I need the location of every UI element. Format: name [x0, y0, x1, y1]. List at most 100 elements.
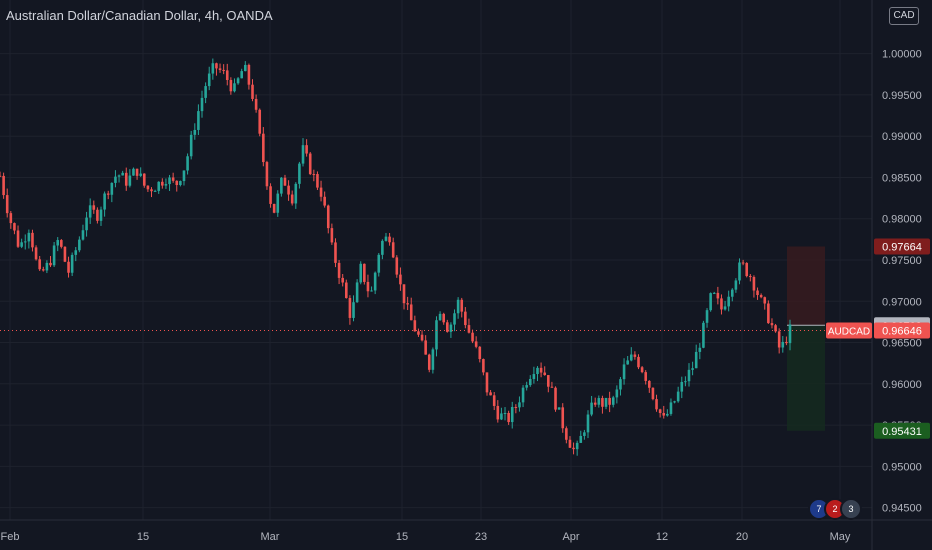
candle-body: [373, 272, 377, 291]
candle-body: [554, 387, 557, 410]
candle-body: [78, 239, 81, 251]
candle-body: [749, 276, 752, 278]
candle-body: [96, 209, 99, 221]
y-tick-label: 0.98000: [882, 214, 922, 226]
candle-body: [161, 181, 164, 186]
candle-body: [777, 331, 781, 348]
candle-body: [290, 194, 294, 204]
candle-body: [583, 432, 586, 436]
candle-body: [561, 407, 565, 429]
candle-body: [785, 341, 788, 344]
candle-body: [435, 320, 438, 350]
candle-body: [215, 63, 218, 69]
candle-body: [106, 193, 110, 195]
candle-body: [355, 282, 359, 303]
candle-body: [399, 274, 402, 285]
symbol-label: [826, 322, 872, 339]
candle-body: [240, 71, 243, 79]
price-label: [874, 422, 930, 439]
target-zone: [787, 325, 825, 431]
candle-body: [276, 193, 280, 213]
candle-body: [756, 290, 759, 296]
candle-body: [730, 289, 734, 297]
candle-body: [712, 292, 716, 294]
candle-body: [518, 402, 521, 408]
candle-body: [759, 295, 763, 298]
candle-body: [727, 296, 730, 307]
candle-body: [532, 374, 536, 379]
candle-body: [402, 284, 406, 304]
candle-body: [543, 372, 547, 376]
candle-body: [626, 360, 629, 365]
candle-body: [464, 311, 467, 326]
candle-body: [222, 69, 225, 71]
candle-body: [27, 232, 31, 242]
candle-body: [568, 439, 572, 448]
candle-body: [189, 134, 193, 157]
candle-body: [301, 145, 305, 164]
candle-body: [56, 240, 60, 246]
candle-body: [117, 175, 121, 177]
candle-body: [348, 298, 352, 318]
time-axis[interactable]: Feb 15 Mar 15 23 Apr 12 20 May: [1, 531, 851, 543]
candle-body: [590, 402, 593, 415]
candle-body: [611, 397, 615, 405]
candle-body: [23, 241, 27, 243]
candle-body: [225, 70, 229, 81]
y-tick-label: 0.97000: [882, 296, 922, 308]
candle-body: [88, 205, 92, 218]
candle-body: [265, 162, 269, 187]
price-label-value: 0.97664: [882, 241, 922, 253]
candle-body: [604, 397, 608, 407]
candle-body: [121, 172, 124, 176]
x-tick-label: 23: [475, 531, 487, 543]
candle-body: [741, 262, 745, 264]
candle-body: [345, 282, 348, 299]
candle-body: [103, 193, 106, 210]
candle-body: [770, 323, 774, 326]
candle-body: [70, 254, 74, 273]
candle-body: [406, 303, 409, 305]
candle-body: [229, 80, 233, 92]
candle-body: [528, 378, 532, 386]
candle-body: [294, 183, 298, 204]
candle-body: [629, 354, 633, 361]
candle-body: [92, 205, 96, 210]
candle-body: [319, 187, 323, 197]
y-tick-label: 0.98500: [882, 172, 922, 184]
candle-body: [442, 313, 445, 323]
candle-body: [579, 435, 583, 443]
candle-body: [204, 86, 207, 98]
candle-body: [5, 195, 9, 214]
candle-body: [673, 401, 676, 403]
candle-body: [157, 181, 161, 191]
candle-body: [377, 254, 381, 273]
price-label: [874, 238, 930, 255]
candle-body: [381, 240, 384, 255]
candle-body: [409, 304, 413, 321]
candle-body: [395, 257, 399, 275]
currency-button[interactable]: CAD: [889, 7, 919, 25]
candle-body: [182, 170, 186, 182]
candle-body: [694, 351, 698, 369]
candle-body: [662, 413, 666, 416]
candle-body: [738, 262, 741, 281]
price-label-value: 0.95431: [882, 426, 922, 438]
candle-body: [269, 186, 272, 204]
candle-body: [510, 406, 514, 423]
candle-body: [557, 407, 561, 410]
flag-icon[interactable]: 3: [840, 498, 862, 520]
candle-body: [507, 412, 510, 423]
candle-body: [676, 391, 680, 402]
candle-body: [128, 175, 132, 186]
candle-body: [467, 325, 471, 333]
y-tick-label: 0.99500: [882, 90, 922, 102]
candle-body: [2, 175, 5, 196]
event-badges[interactable]: 7 2 3: [808, 498, 862, 520]
candle-body: [323, 196, 326, 206]
candle-body: [31, 232, 34, 248]
candle-body: [427, 354, 431, 370]
candle-body: [20, 242, 23, 247]
candle-body: [114, 176, 117, 183]
